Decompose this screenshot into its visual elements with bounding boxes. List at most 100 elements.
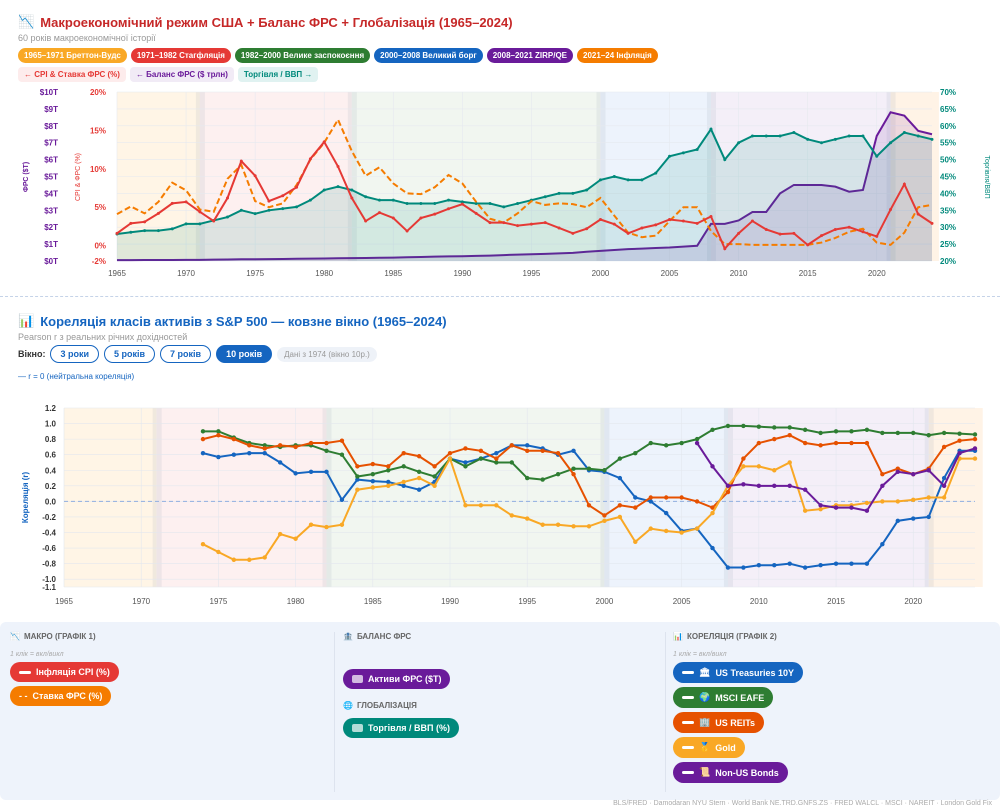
data-point (941, 430, 947, 436)
data-point (557, 191, 561, 195)
chart-down-icon: 📉 (10, 632, 20, 641)
series-line (116, 140, 933, 251)
x-tick: 1995 (523, 269, 541, 278)
toggle-fed-assets-label: Активи ФРС ($T) (368, 674, 442, 684)
data-point (802, 565, 808, 570)
toggle-corr-series[interactable]: 🥇 Gold (673, 737, 745, 758)
regime-pill[interactable]: 1982–2000 Велике заспокоєння (234, 48, 371, 63)
toggle-corr-series[interactable]: 📜 Non-US Bonds (673, 762, 788, 783)
x-tick: 2005 (661, 269, 679, 278)
bank-icon: 🏦 (343, 632, 353, 641)
toggle-corr-series[interactable]: 🌍 MSCI EAFE (673, 687, 774, 708)
chart2-title: 📊 Кореляція класів активів з S&P 500 — ко… (18, 313, 447, 329)
window-10-button[interactable]: 10 років (216, 345, 273, 363)
data-point (598, 178, 602, 182)
data-point (525, 516, 530, 521)
y-tick: 0.0 (45, 497, 57, 506)
window-5-button[interactable]: 5 років (103, 345, 156, 363)
data-point (216, 429, 221, 434)
data-point (710, 505, 715, 510)
data-point (725, 483, 731, 489)
regime-pill[interactable]: 1971–1982 Стагфляція (130, 48, 231, 63)
data-point (725, 423, 731, 429)
y-right-tick: 40% (940, 189, 956, 198)
legend-fed: 🏦 БАЛАНС ФРС Активи ФРС ($T) 🌐 ГЛОБАЛІЗАЦІ… (343, 632, 460, 738)
data-point (543, 221, 547, 225)
data-point (648, 526, 653, 531)
data-point (416, 454, 422, 459)
toggle-corr-series[interactable]: 🏢 US REITs (673, 712, 765, 733)
chart1-title-text: Макроекономічний режим США + Баланс ФРС … (40, 14, 513, 30)
solid-line-icon (19, 670, 31, 674)
data-point (833, 505, 839, 510)
data-point (930, 137, 934, 141)
regime-pill[interactable]: 2008–2021 ZIRP/QE (486, 48, 574, 63)
data-point (200, 436, 206, 442)
regime-pill[interactable]: 1965–1971 Бреттон-Вудс (18, 48, 127, 63)
data-point (401, 464, 406, 469)
window-3-button[interactable]: 3 роки (50, 345, 99, 363)
toggle-fed-assets[interactable]: Активи ФРС ($T) (343, 669, 451, 689)
data-point (262, 555, 267, 560)
data-point (741, 565, 746, 570)
y-pct-tick: 10% (90, 165, 106, 174)
data-point (612, 175, 616, 178)
data-point (668, 154, 672, 158)
data-point (895, 469, 900, 475)
data-point (617, 503, 623, 508)
data-point (663, 495, 669, 500)
data-point (432, 474, 437, 479)
window-7-button[interactable]: 7 років (160, 345, 212, 363)
data-point (941, 475, 947, 481)
data-point (355, 477, 360, 482)
data-point (957, 431, 962, 436)
data-point (571, 466, 576, 471)
data-point (370, 471, 376, 477)
data-point (308, 198, 312, 202)
window-label: Вікно: (18, 349, 46, 359)
y-tick: -1.0 (42, 575, 56, 584)
toggle-fed-rate[interactable]: - - Ставка ФРС (%) (10, 686, 112, 706)
y-tick: 1.0 (45, 420, 57, 429)
data-point (143, 220, 147, 224)
regime-pill[interactable]: 2021–24 Інфляція (577, 48, 658, 63)
data-point (200, 450, 206, 456)
data-point (463, 503, 468, 508)
data-point (226, 215, 230, 219)
legend-hint: 1 клік = вкл/викл (673, 651, 727, 658)
data-point (364, 195, 368, 199)
data-point (640, 226, 644, 230)
data-point (849, 505, 854, 510)
data-point (262, 450, 267, 456)
data-point (633, 505, 638, 510)
data-point (710, 427, 715, 432)
y-left-tick: $1T (44, 240, 58, 249)
data-point (571, 471, 576, 477)
data-point (725, 489, 731, 495)
y-left-label: ФРС ($T) (23, 162, 30, 192)
data-point (324, 440, 329, 446)
data-point (355, 474, 360, 479)
y-axis-label: Кореляція (r) (21, 472, 30, 524)
x-tick: 1985 (384, 269, 402, 278)
data-point (586, 466, 592, 471)
y-right-label: Торгівля/ВВП (983, 155, 991, 198)
toggle-corr-series[interactable]: 🏛 US Treasuries 10Y (673, 662, 803, 683)
x-tick: 2015 (799, 269, 817, 278)
data-point (463, 464, 468, 469)
data-point (277, 531, 283, 537)
data-point (833, 137, 837, 141)
toggle-trade[interactable]: Торгівля / ВВП (%) (343, 718, 460, 738)
y-pct-label: CPI & ФРС (%) (75, 153, 82, 201)
regime-pill[interactable]: 2000–2008 Великий борг (374, 48, 483, 63)
y-tick: -1.1 (42, 583, 56, 592)
y-tick: -0.2 (42, 513, 56, 522)
toggle-cpi[interactable]: Інфляція CPI (%) (10, 662, 119, 682)
data-point (750, 134, 754, 138)
data-point (322, 140, 326, 144)
toggle-cpi-label: Інфляція CPI (%) (36, 667, 110, 677)
data-point (626, 231, 630, 235)
data-point (432, 464, 437, 469)
data-point (494, 503, 499, 508)
y-tick: 0.6 (45, 451, 57, 460)
